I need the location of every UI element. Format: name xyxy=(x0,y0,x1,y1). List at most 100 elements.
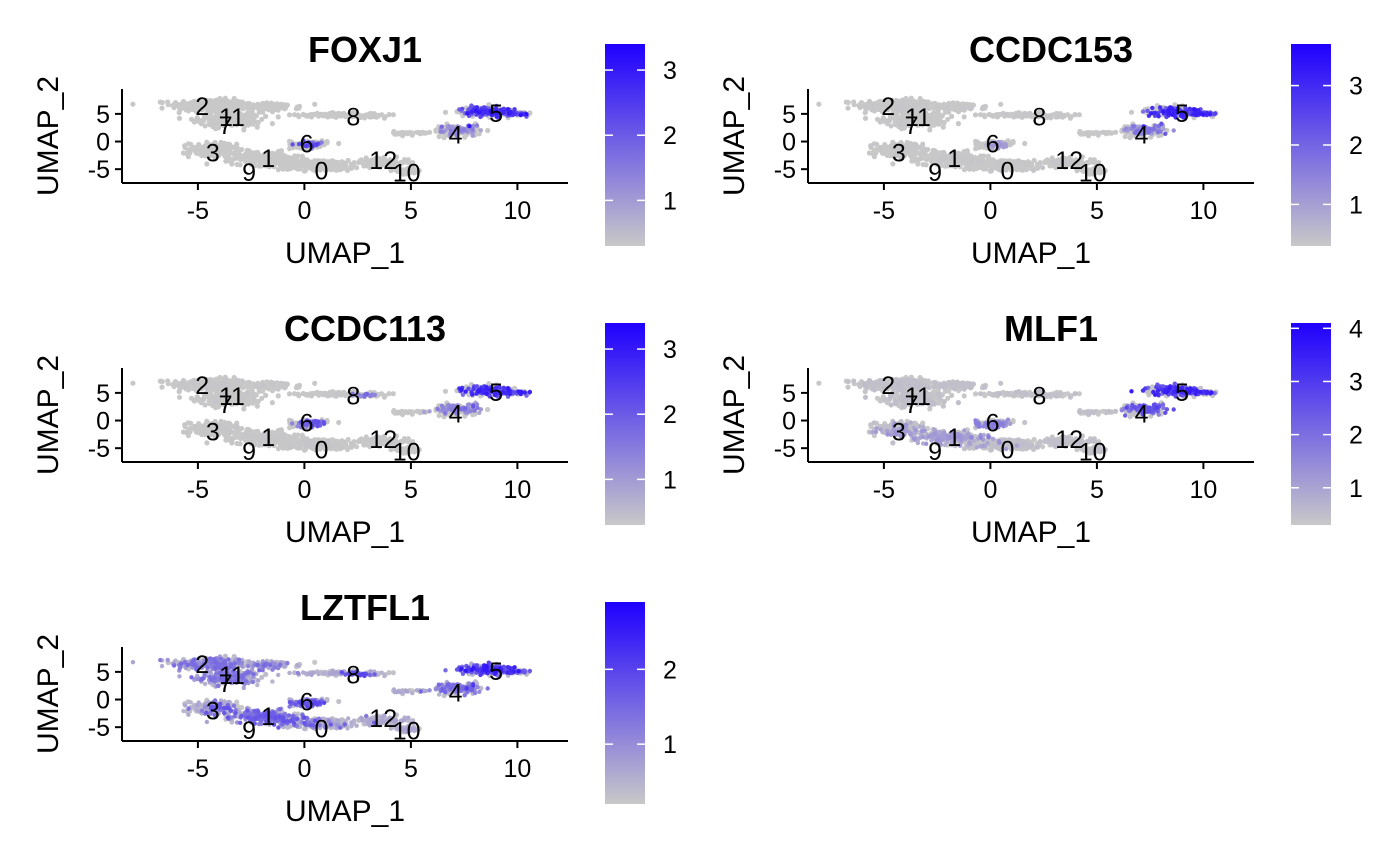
cell-point xyxy=(1084,131,1090,137)
cell-point xyxy=(231,144,237,150)
cluster-label-12: 12 xyxy=(1055,147,1083,175)
cell-point xyxy=(442,388,449,394)
cell-point xyxy=(972,112,979,118)
cell-point xyxy=(361,163,367,169)
cell-point xyxy=(1150,105,1155,111)
cell-point xyxy=(286,391,293,397)
cell-point xyxy=(393,154,399,160)
cell-point xyxy=(1046,114,1052,120)
cell-point xyxy=(961,148,967,155)
cell-point xyxy=(170,103,176,109)
cell-point xyxy=(305,113,311,119)
cell-points xyxy=(130,95,533,177)
cell-point xyxy=(857,104,863,111)
cell-point xyxy=(191,144,197,150)
x-axis-title: UMAP_1 xyxy=(971,237,1091,270)
y-tick-label: -5 xyxy=(774,156,796,184)
cell-point xyxy=(234,161,240,168)
cell-point xyxy=(470,133,475,138)
cell-point xyxy=(436,412,442,419)
cell-point xyxy=(373,113,379,119)
cell-point xyxy=(1148,111,1154,116)
cell-point xyxy=(1061,112,1067,118)
cell-point xyxy=(1127,135,1133,141)
x-tick-label: 5 xyxy=(1090,197,1104,225)
cell-point xyxy=(295,112,301,118)
cell-point xyxy=(845,105,851,111)
cell-point xyxy=(1166,108,1171,113)
y-axis-title: UMAP_2 xyxy=(32,76,65,196)
cell-point xyxy=(223,143,229,149)
cell-point xyxy=(176,110,182,116)
cell-point xyxy=(436,133,442,140)
cell-point xyxy=(302,168,308,174)
cluster-label-4: 4 xyxy=(449,121,463,149)
cell-point xyxy=(295,391,301,397)
cell-point xyxy=(1091,130,1097,136)
cluster-label-4: 4 xyxy=(1135,121,1149,149)
plot-title: FOXJ1 xyxy=(308,29,422,70)
cell-point xyxy=(930,152,936,158)
cell-point xyxy=(478,128,484,133)
cell-point xyxy=(1013,113,1019,119)
cluster-label-6: 6 xyxy=(986,131,1000,159)
cell-point xyxy=(1040,165,1046,171)
cell-point xyxy=(312,380,318,386)
cell-point xyxy=(955,121,961,127)
cell-point xyxy=(222,151,228,157)
cell-point xyxy=(202,123,208,129)
cell-point xyxy=(321,112,327,118)
cell-point xyxy=(967,160,973,166)
cell-point xyxy=(188,395,195,401)
cell-point xyxy=(866,150,872,156)
colorbar-label: 1 xyxy=(663,187,677,215)
cell-point xyxy=(273,103,279,109)
cell-point xyxy=(312,101,318,107)
cell-point xyxy=(223,158,229,164)
cell-point xyxy=(894,107,900,113)
colorbar-label: 3 xyxy=(663,57,677,85)
cell-point xyxy=(1156,114,1161,119)
x-tick-label: 10 xyxy=(1189,197,1217,225)
cell-point xyxy=(851,99,857,105)
cell-point xyxy=(280,166,286,172)
colorbar-label: 2 xyxy=(1349,132,1363,160)
cell-point xyxy=(275,114,281,120)
cell-point xyxy=(968,106,974,112)
cluster-label-5: 5 xyxy=(489,100,503,128)
cell-point xyxy=(159,384,165,390)
cell-point xyxy=(265,103,271,109)
cell-point xyxy=(998,101,1004,107)
cell-point xyxy=(292,153,298,159)
cell-point xyxy=(231,156,237,162)
y-tick-label: -5 xyxy=(88,156,110,184)
x-tick-label: 0 xyxy=(983,197,997,225)
cell-point xyxy=(269,121,275,127)
cell-point xyxy=(485,127,491,134)
cell-point xyxy=(208,104,214,110)
cell-point xyxy=(1171,128,1176,133)
cluster-label-8: 8 xyxy=(1032,104,1046,132)
cell-point xyxy=(932,100,938,107)
cluster-label-1: 1 xyxy=(947,145,961,173)
cell-point xyxy=(336,419,342,426)
cell-point xyxy=(234,98,240,104)
cell-point xyxy=(165,99,171,105)
cell-point xyxy=(975,140,981,146)
cell-point xyxy=(283,155,289,161)
y-tick-label: 5 xyxy=(96,101,110,129)
cell-point xyxy=(1113,129,1119,135)
cell-point xyxy=(340,111,346,117)
cell-point xyxy=(345,157,351,164)
cell-point xyxy=(157,99,163,105)
cell-point xyxy=(247,111,253,118)
cell-point xyxy=(1106,130,1113,136)
cell-point xyxy=(518,112,523,118)
cell-point xyxy=(269,400,275,406)
cell-point xyxy=(936,121,942,127)
cell-point xyxy=(505,107,511,112)
cluster-label-0: 0 xyxy=(1000,157,1014,185)
cell-point xyxy=(866,98,873,105)
